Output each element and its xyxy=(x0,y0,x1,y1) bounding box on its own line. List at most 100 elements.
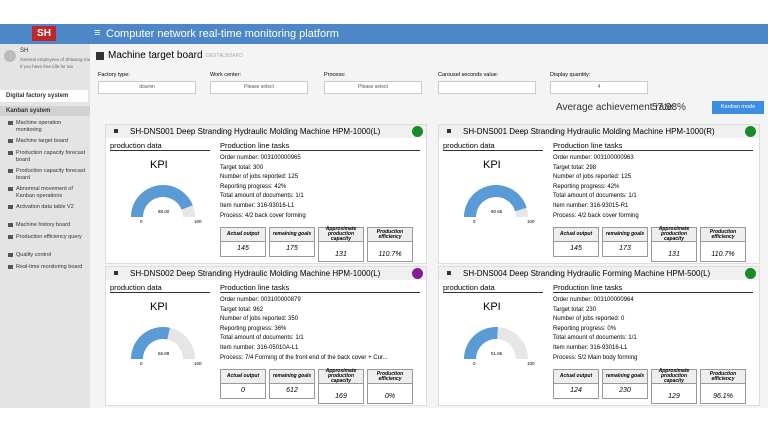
gauge-value: 90.65 xyxy=(491,209,503,214)
group-menu[interactable]: Kanban system xyxy=(0,106,90,116)
menu-icon xyxy=(8,139,13,143)
stat-header: remaining goals xyxy=(269,369,315,384)
stat-header: Actual output xyxy=(220,227,266,242)
stat-header: Production efficiency xyxy=(700,227,746,242)
stat-value: 131 xyxy=(651,241,697,262)
menu-item[interactable]: Activation data table V2 xyxy=(16,204,74,210)
card-title: SH-DNS004 Deep Stranding Hydraulic Formi… xyxy=(439,267,759,280)
average-value: 57.98% xyxy=(652,102,686,113)
stat-value: 145 xyxy=(553,241,599,257)
task-line: Process: 4/2 back cover forming xyxy=(220,212,306,219)
gauge xyxy=(464,327,528,359)
stat-value: 173 xyxy=(602,241,648,257)
card-title: SH-DNS001 Deep Stranding Hydraulic Moldi… xyxy=(439,125,759,138)
filter-input[interactable] xyxy=(438,81,536,94)
task-line: Number of jobs reported: 125 xyxy=(553,174,632,181)
gauge-min: 0 xyxy=(473,219,476,224)
status-dot xyxy=(745,268,756,279)
header: SH ≡ Computer network real-time monitori… xyxy=(0,24,768,44)
menu-item[interactable]: Machine history board xyxy=(16,222,71,228)
task-line: Process: 4/2 back cover forming xyxy=(553,212,639,219)
status-dot xyxy=(412,126,423,137)
gauge-value: 88.00 xyxy=(158,209,170,214)
stat-value: 110.7% xyxy=(700,241,746,262)
task-line: Item number: 316-93016-L1 xyxy=(220,203,295,209)
gauge xyxy=(464,184,528,217)
menu-item[interactable]: Production capacity forecast board xyxy=(16,168,86,181)
kanban-button[interactable]: Kanban mode xyxy=(712,101,764,114)
stat-value: 110.7% xyxy=(367,241,413,262)
stat-value: 230 xyxy=(602,383,648,399)
menu-item[interactable]: Machine target board xyxy=(16,138,68,144)
filter-label: Display quantity: xyxy=(550,72,591,78)
task-line: Number of jobs reported: 125 xyxy=(220,174,299,181)
user-line: General employees of Shiwang Siusan xyxy=(20,57,98,62)
task-line: Item number: 316-05010A-L1 xyxy=(220,345,299,351)
kpi-label: KPI xyxy=(483,159,501,171)
kpi-label: KPI xyxy=(483,301,501,313)
stat-header: Production efficiency xyxy=(700,369,746,384)
menu-item[interactable]: Production capacity forecast board xyxy=(16,150,86,163)
menu-item[interactable]: Machine operation monitoring xyxy=(16,120,62,133)
section-header: Production line tasks xyxy=(553,141,753,151)
logo: SH xyxy=(32,26,56,41)
menu-icon xyxy=(8,235,13,239)
card-title: SH-DNS001 Deep Stranding Hydraulic Moldi… xyxy=(106,125,426,138)
gauge xyxy=(131,327,195,359)
filter-label: Carousel seconds value: xyxy=(438,72,499,78)
section-header: production data xyxy=(110,283,210,293)
filter-input[interactable]: Please select xyxy=(324,81,422,94)
task-line: Order number: 003100000879 xyxy=(220,297,301,303)
gauge-fill xyxy=(131,185,193,217)
user-line: If you have free idle for tax xyxy=(20,64,74,69)
gauge-max: 100 xyxy=(194,219,202,224)
filter-label: Factory type: xyxy=(98,72,130,78)
menu-item[interactable]: Abnormal movement of Kanban operations xyxy=(16,186,73,199)
kpi-label: KPI xyxy=(150,301,168,313)
stat-value: 0 xyxy=(220,383,266,399)
kpi-label: KPI xyxy=(150,159,168,171)
menu-icon xyxy=(8,223,13,227)
user-name: SH xyxy=(20,48,29,54)
machine-card: SH-DNS004 Deep Stranding Hydraulic Formi… xyxy=(438,266,760,406)
section-header: Production line tasks xyxy=(220,141,420,151)
stat-value: 0% xyxy=(367,383,413,404)
gauge-max: 100 xyxy=(194,361,202,366)
menu-icon[interactable]: ≡ xyxy=(94,27,101,39)
menu-item[interactable]: Quality control xyxy=(16,252,52,258)
machine-card: SH-DNS002 Deep Stranding Hydraulic Moldi… xyxy=(105,266,427,406)
task-line: Target total: 962 xyxy=(220,306,264,313)
stat-header: Actual output xyxy=(553,369,599,384)
stat-value: 145 xyxy=(220,241,266,257)
filter-input[interactable]: 4 xyxy=(550,81,648,94)
status-dot xyxy=(412,268,423,279)
task-line: Process: 5/2 Main body forming xyxy=(553,354,638,361)
gauge-fill xyxy=(464,184,527,217)
stat-header: remaining goals xyxy=(602,227,648,242)
filter-input[interactable]: dourən xyxy=(98,81,196,94)
menu-icon xyxy=(8,205,13,209)
system-menu[interactable]: Digital factory system xyxy=(0,90,88,102)
stat-header: remaining goals xyxy=(602,369,648,384)
gauge-max: 100 xyxy=(527,361,535,366)
menu-item[interactable]: Production efficiency query xyxy=(16,234,82,240)
task-line: Total amount of documents: 1/1 xyxy=(553,193,637,200)
machine-card: SH-DNS001 Deep Stranding Hydraulic Moldi… xyxy=(438,124,760,264)
gauge-min: 0 xyxy=(140,219,143,224)
stat-header: Approximate production capacity xyxy=(651,227,697,242)
app-title: Computer network real-time monitoring pl… xyxy=(106,28,339,40)
status-dot xyxy=(745,126,756,137)
gauge-fill xyxy=(464,327,498,359)
task-line: Order number: 003100000964 xyxy=(553,297,634,303)
page-subtitle: DIGITALBOARD xyxy=(206,53,243,59)
menu-icon xyxy=(8,265,13,269)
filter-input[interactable]: Please select xyxy=(210,81,308,94)
gauge-value: 56.89 xyxy=(158,351,170,356)
gauge-min: 0 xyxy=(140,361,143,366)
menu-item[interactable]: Real-time monitoring board xyxy=(16,264,83,270)
section-header: Production line tasks xyxy=(220,283,420,293)
section-header: Production line tasks xyxy=(553,283,753,293)
stat-header: Production efficiency xyxy=(367,369,413,384)
stat-value: 612 xyxy=(269,383,315,399)
average-label: Average achievement rate: xyxy=(556,102,676,113)
